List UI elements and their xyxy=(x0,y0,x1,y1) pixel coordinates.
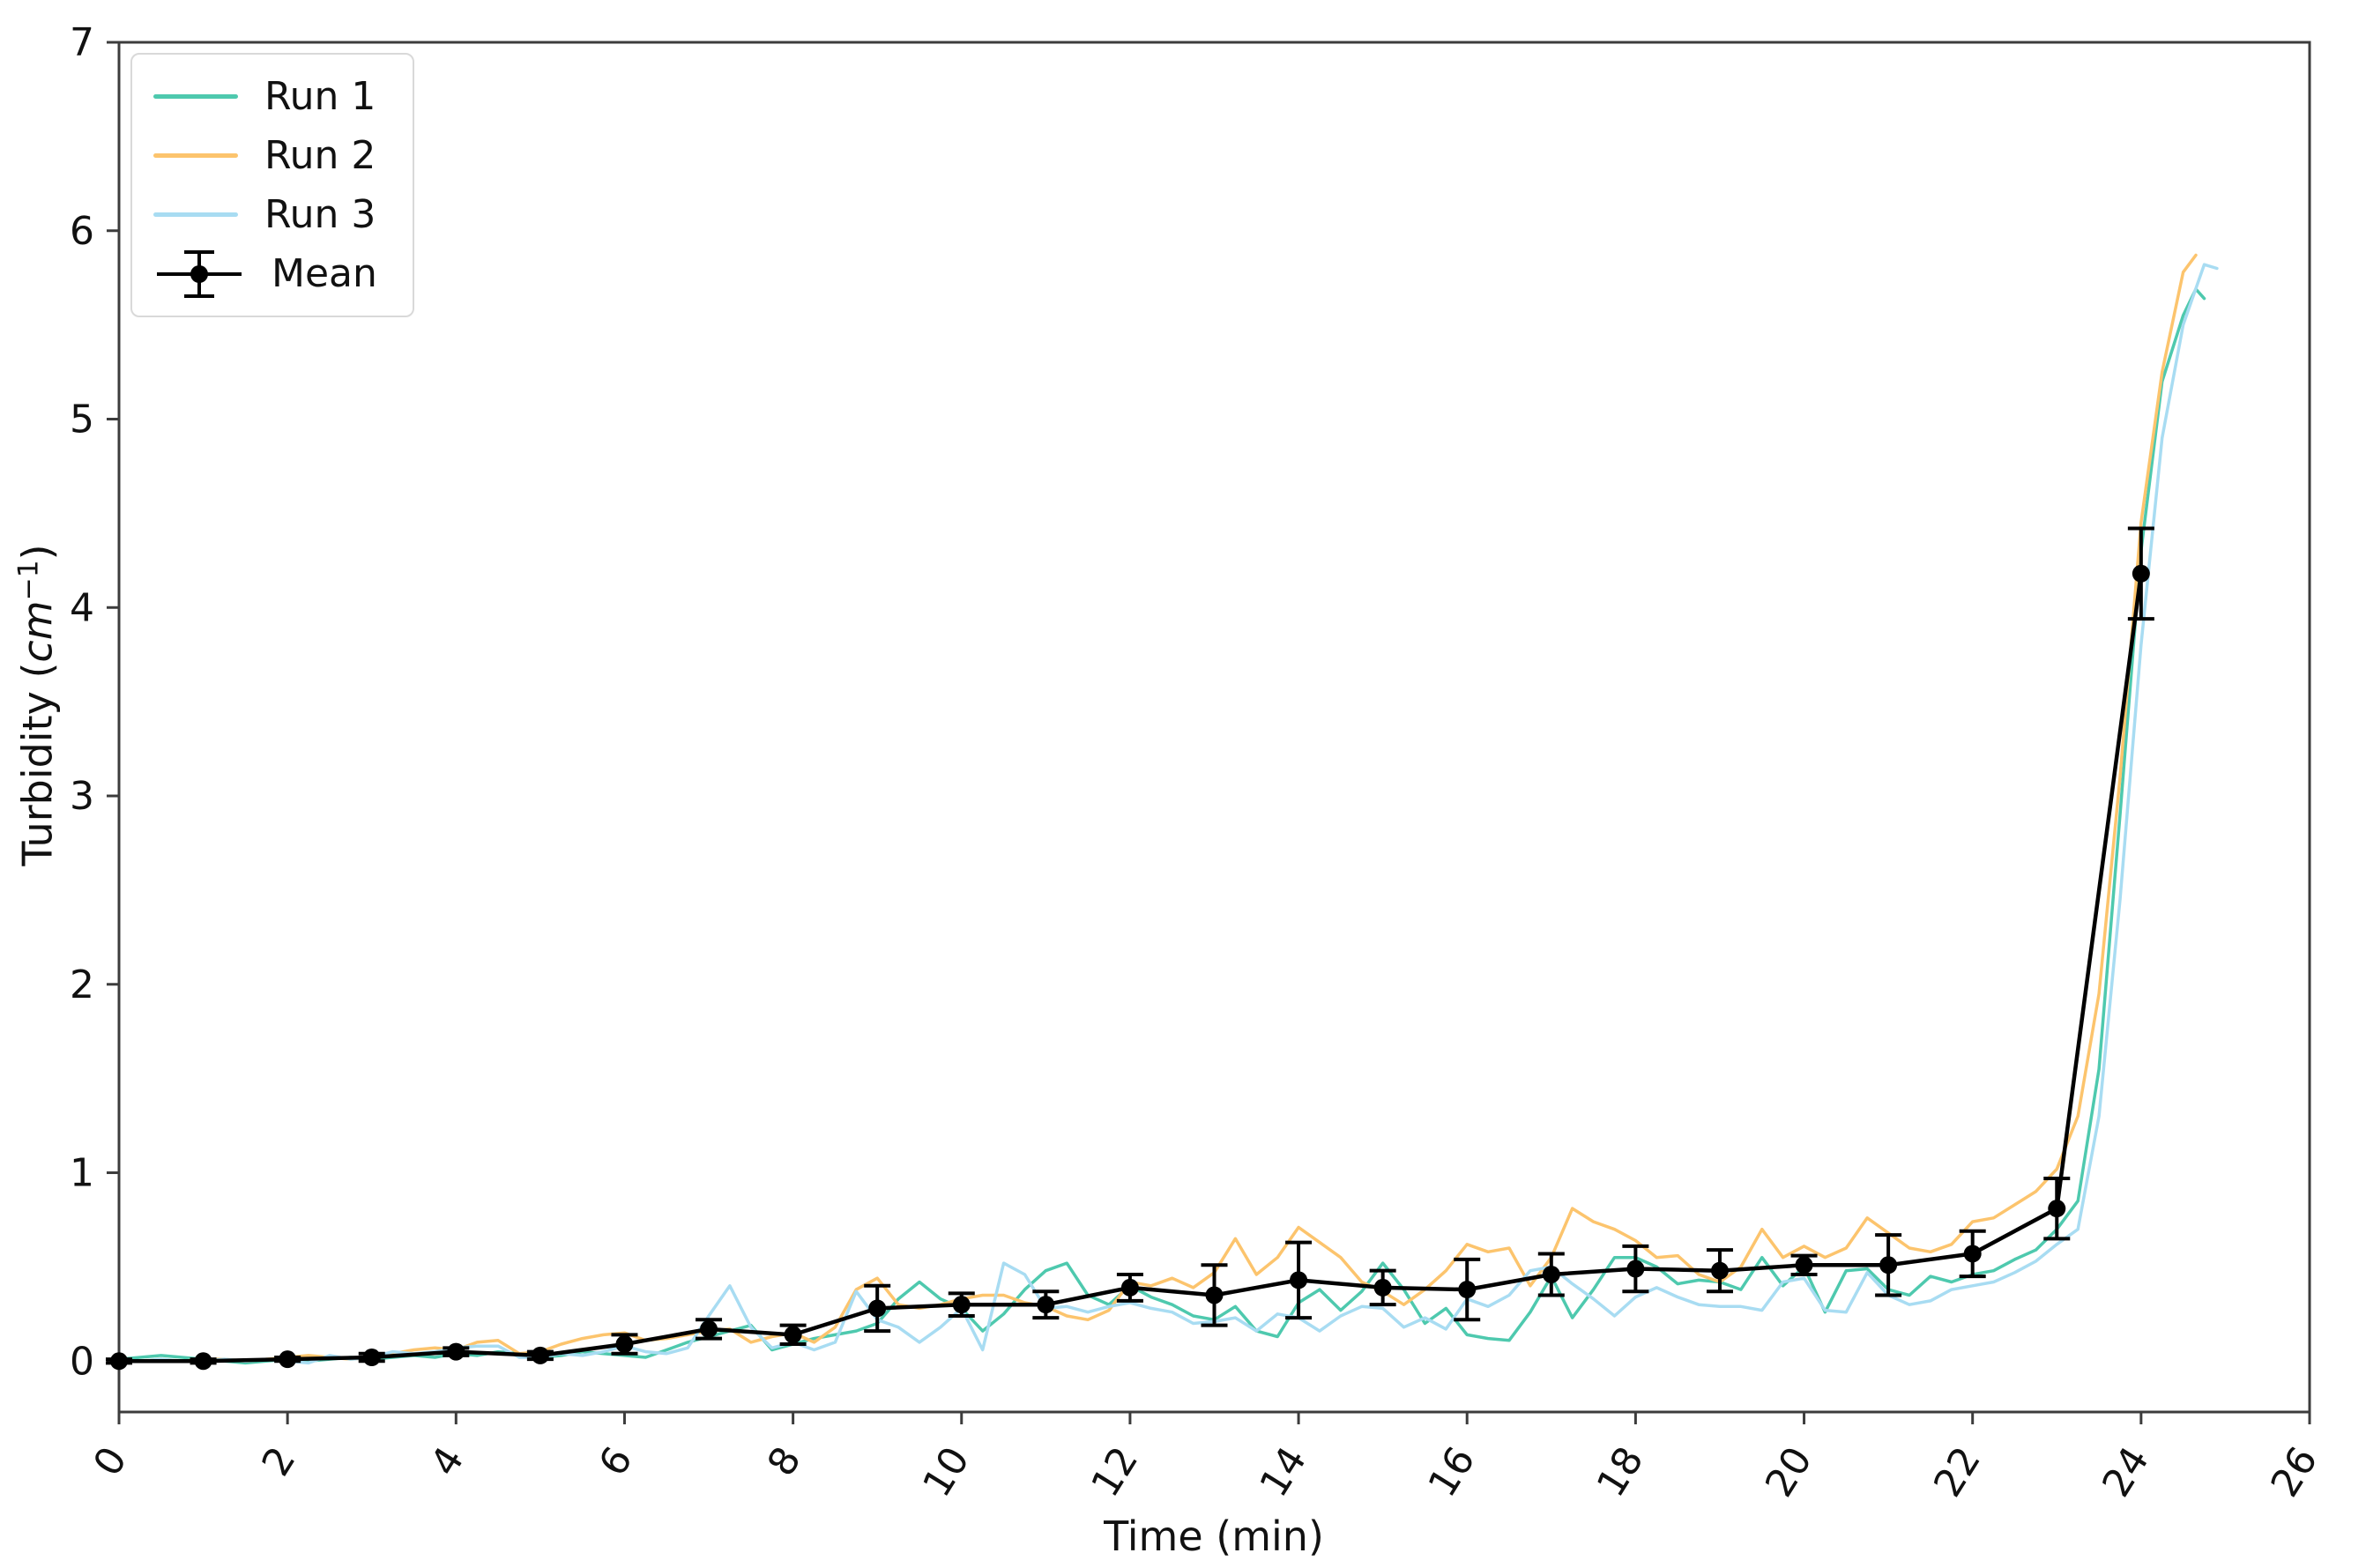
x-tick-label: 26 xyxy=(2262,1439,2326,1505)
mean-point xyxy=(1542,1265,1560,1283)
mean-point xyxy=(700,1319,718,1338)
mean-point xyxy=(1290,1271,1308,1289)
y-axis-label-suffix: ) xyxy=(13,544,62,561)
x-tick-label: 10 xyxy=(914,1439,978,1505)
mean-point xyxy=(2048,1200,2066,1218)
run1-line-swatch xyxy=(153,94,238,99)
legend-label-run1: Run 1 xyxy=(264,74,376,119)
y-axis-label: Turbidity (cm−1) xyxy=(12,544,61,866)
mean-point xyxy=(1963,1245,1982,1263)
y-tick-label: 0 xyxy=(70,1339,94,1384)
y-tick-label: 1 xyxy=(70,1151,94,1196)
x-tick-label: 14 xyxy=(1251,1439,1315,1505)
mean-point xyxy=(194,1352,212,1371)
y-tick-label: 7 xyxy=(70,20,94,65)
run-1-line xyxy=(117,287,2206,1365)
x-axis-label: Time (min) xyxy=(1104,1512,1324,1560)
mean-point xyxy=(1710,1261,1729,1280)
x-tick-label: 22 xyxy=(1925,1439,1990,1505)
x-axis: 0 2 4 6 8 10 12 14 16 18 20 22 24 26 xyxy=(85,1412,2326,1505)
legend-label-run3: Run 3 xyxy=(264,192,376,237)
mean-point xyxy=(1458,1281,1477,1299)
mean-point xyxy=(1037,1296,1055,1314)
x-tick-label: 12 xyxy=(1083,1439,1147,1505)
legend: Run 1 Run 2 Run 3 Mean xyxy=(130,53,414,317)
x-tick-label: 20 xyxy=(1757,1439,1821,1505)
x-tick-label: 0 xyxy=(85,1439,136,1484)
y-tick-label: 3 xyxy=(70,774,94,819)
mean-point xyxy=(1373,1278,1392,1297)
x-tick-label: 4 xyxy=(422,1439,473,1484)
y-tick-label: 2 xyxy=(70,962,94,1007)
mean-point xyxy=(2132,564,2150,583)
mean-point xyxy=(1795,1256,1813,1274)
mean-point xyxy=(362,1349,381,1367)
mean-point xyxy=(615,1335,634,1354)
x-tick-label: 8 xyxy=(759,1439,810,1484)
run-3-line xyxy=(117,263,2219,1365)
mean-point xyxy=(1879,1256,1898,1274)
mean-point xyxy=(447,1342,465,1361)
legend-label-mean: Mean xyxy=(272,251,377,296)
legend-item-run3: Run 3 xyxy=(153,185,377,244)
mean-point xyxy=(868,1299,887,1318)
y-axis-unit: cm xyxy=(13,600,62,663)
mean-point xyxy=(1205,1286,1224,1304)
x-tick-label: 6 xyxy=(591,1439,642,1484)
legend-label-run2: Run 2 xyxy=(264,133,376,178)
run3-line-swatch xyxy=(153,212,238,217)
mean-series xyxy=(106,526,2154,1371)
legend-item-run2: Run 2 xyxy=(153,126,377,185)
x-tick-label: 2 xyxy=(253,1439,304,1484)
y-axis-exponent: −1 xyxy=(12,560,45,601)
errorbar-marker-icon xyxy=(157,249,242,298)
mean-point xyxy=(279,1350,297,1369)
mean-point xyxy=(110,1352,128,1371)
x-tick-label: 16 xyxy=(1420,1439,1484,1505)
y-tick-label: 5 xyxy=(70,398,94,442)
legend-item-mean: Mean xyxy=(153,244,377,303)
mean-point xyxy=(531,1346,549,1364)
y-axis: 0 1 2 3 4 5 6 7 xyxy=(70,20,119,1384)
legend-item-run1: Run 1 xyxy=(153,67,377,126)
plot-area-border xyxy=(117,41,2311,1414)
mean-point xyxy=(952,1296,971,1314)
y-tick-label: 4 xyxy=(70,585,94,630)
x-tick-label: 18 xyxy=(1588,1439,1653,1505)
mean-point xyxy=(784,1326,802,1344)
y-tick-label: 6 xyxy=(70,209,94,254)
mean-line xyxy=(119,573,2144,1364)
x-tick-label: 24 xyxy=(2094,1439,2158,1505)
y-axis-label-prefix: Turbidity ( xyxy=(13,662,62,866)
run2-line-swatch xyxy=(153,153,238,158)
run-2-line xyxy=(117,253,2198,1364)
mean-point xyxy=(1120,1278,1139,1297)
mean-point xyxy=(1626,1260,1645,1278)
